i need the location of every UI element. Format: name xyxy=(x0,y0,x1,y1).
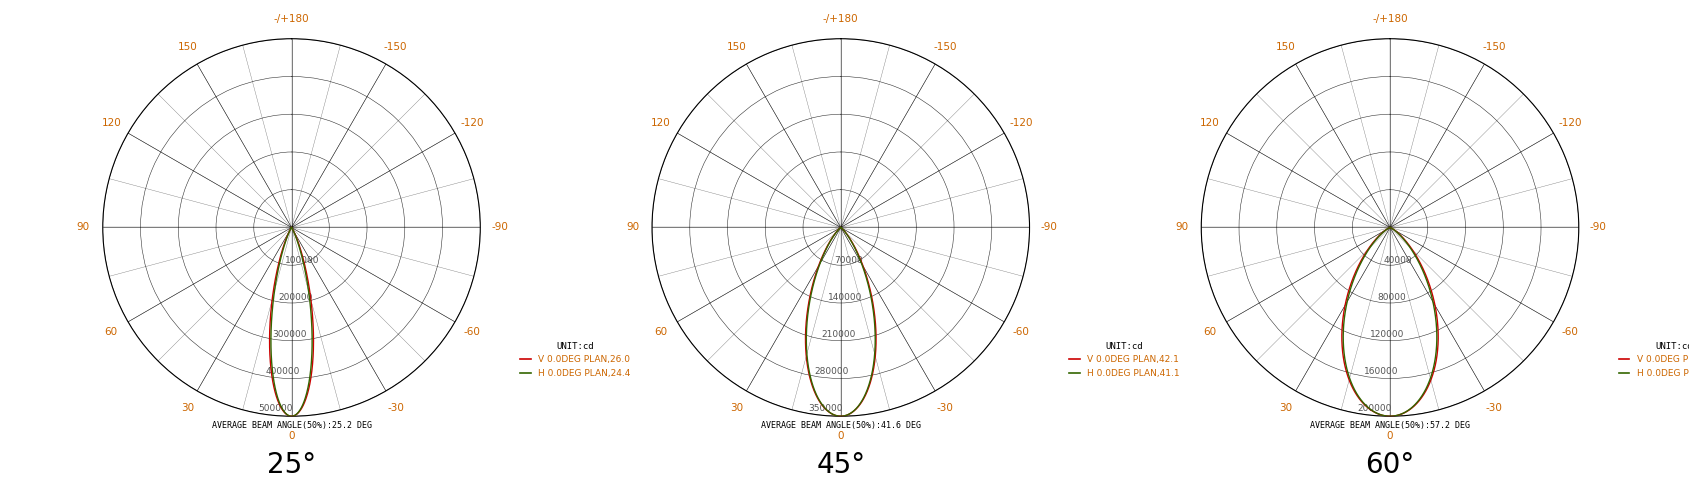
Text: AVERAGE BEAM ANGLE(50%):57.2 DEG: AVERAGE BEAM ANGLE(50%):57.2 DEG xyxy=(1309,421,1469,430)
Text: 25°: 25° xyxy=(267,451,316,479)
Legend: V 0.0DEG PLAN,26.0, H 0.0DEG PLAN,24.4: V 0.0DEG PLAN,26.0, H 0.0DEG PLAN,24.4 xyxy=(517,338,633,381)
Legend: V 0.0DEG PLAN,58.1, H 0.0DEG PLAN,56.4: V 0.0DEG PLAN,58.1, H 0.0DEG PLAN,56.4 xyxy=(1615,338,1689,381)
Text: AVERAGE BEAM ANGLE(50%):41.6 DEG: AVERAGE BEAM ANGLE(50%):41.6 DEG xyxy=(760,421,921,430)
Legend: V 0.0DEG PLAN,42.1, H 0.0DEG PLAN,41.1: V 0.0DEG PLAN,42.1, H 0.0DEG PLAN,41.1 xyxy=(1066,338,1182,381)
Text: AVERAGE BEAM ANGLE(50%):25.2 DEG: AVERAGE BEAM ANGLE(50%):25.2 DEG xyxy=(211,421,372,430)
Text: 60°: 60° xyxy=(1365,451,1414,479)
Text: 45°: 45° xyxy=(816,451,865,479)
